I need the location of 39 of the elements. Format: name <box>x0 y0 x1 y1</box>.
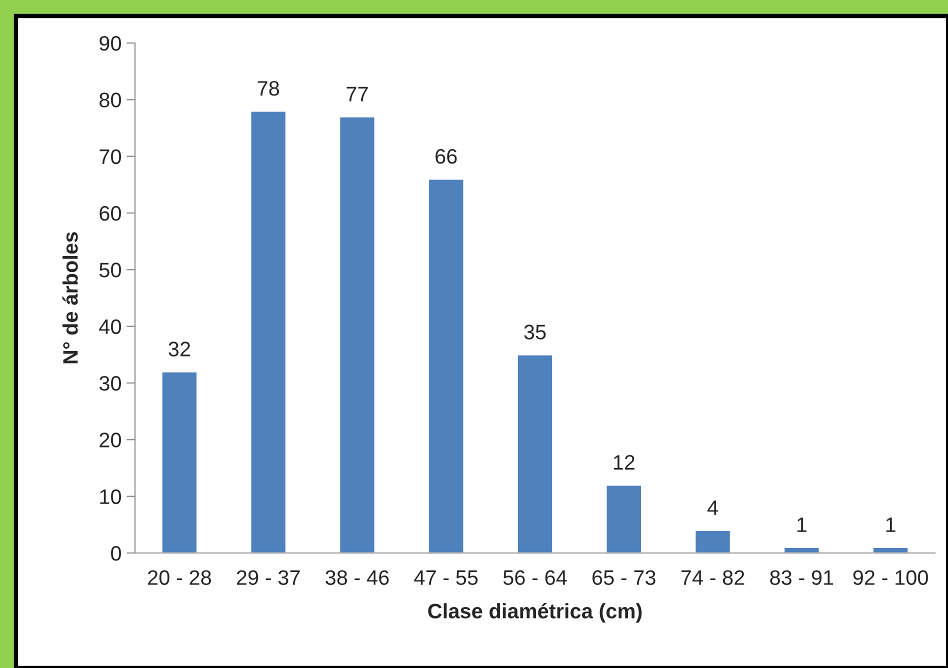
y-tick-label: 30 <box>99 376 121 391</box>
bar <box>694 530 732 553</box>
bar <box>160 370 198 553</box>
y-tick-label: 90 <box>100 36 121 51</box>
data-label: 77 <box>346 86 368 102</box>
bar <box>338 116 376 553</box>
y-tick-label: 70 <box>100 149 121 164</box>
bar <box>605 484 642 553</box>
x-tick-label: 56 - 64 <box>503 570 567 585</box>
bar <box>516 354 554 553</box>
bar <box>872 546 910 553</box>
y-tick-label: 60 <box>100 206 121 221</box>
data-label: 4 <box>707 500 718 515</box>
x-tick-label: 83 - 91 <box>770 570 834 585</box>
data-label: 1 <box>797 518 806 532</box>
x-tick-label: 20 - 28 <box>148 570 211 585</box>
y-axis-title: N° de árboles <box>62 232 78 364</box>
data-label: 35 <box>524 324 546 340</box>
y-tick-label: 0 <box>111 546 121 561</box>
data-label: 66 <box>436 149 457 164</box>
bar <box>428 178 465 553</box>
x-tick-label: 47 - 55 <box>414 570 478 585</box>
bar <box>250 110 287 553</box>
y-tick-label: 10 <box>100 489 121 504</box>
data-label: 32 <box>168 342 190 356</box>
x-tick-label: 74 - 82 <box>681 570 744 585</box>
data-label: 1 <box>886 518 896 532</box>
y-tick-label: 80 <box>100 92 121 108</box>
bar <box>783 546 820 553</box>
data-label: 78 <box>258 81 280 96</box>
x-tick-label: 65 - 73 <box>592 570 656 585</box>
data-label: 12 <box>614 455 634 470</box>
y-tick-label: 50 <box>99 262 121 278</box>
x-tick-label: 29 - 37 <box>236 570 300 585</box>
x-tick-label: 38 - 46 <box>326 570 389 585</box>
y-tick-label: 20 <box>100 432 121 448</box>
x-axis-title: Clase diamétrica (cm) <box>428 602 642 623</box>
y-tick-label: 40 <box>99 319 121 334</box>
x-tick-label: 92 - 100 <box>853 570 928 585</box>
